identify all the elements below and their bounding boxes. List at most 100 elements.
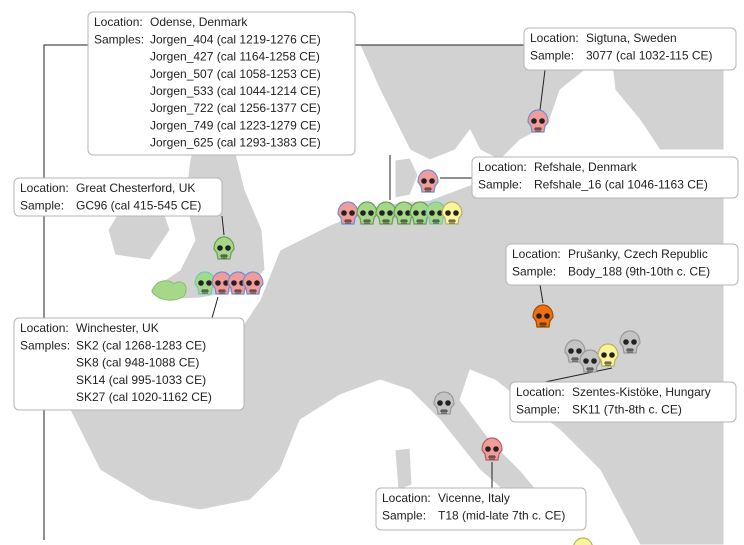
sample-entry: Refshale_16 (cal 1046-1163 CE) (534, 177, 708, 191)
skull-eye (445, 400, 451, 406)
callout: Location: Winchester, UK Samples: SK2 (cal … (13, 317, 245, 411)
callout-box (13, 177, 223, 217)
skull-icon (194, 271, 216, 295)
skull-teeth (234, 289, 242, 294)
skull-eye (437, 210, 443, 216)
location-label: Location: (20, 181, 69, 195)
callout: Location: Vicenne, Italy Sample: T18 (mid-l… (375, 487, 587, 531)
sample-entry: 3077 (cal 1032-115 CE) (586, 48, 713, 62)
callout: Location: Great Chesterford, UK Sample: GC9… (13, 177, 223, 217)
skull-icon (375, 201, 397, 225)
sample-entry: Jorgen_749 (cal 1223-1279 CE) (150, 118, 321, 132)
samples-label: Sample: (530, 48, 574, 62)
callout-box (523, 27, 737, 71)
callout-box (509, 381, 737, 423)
skull-eye (223, 280, 229, 286)
skull-eye (397, 210, 403, 216)
skull-icon (433, 391, 455, 415)
skull-eye (631, 339, 637, 345)
denmark (394, 157, 419, 199)
skull-teeth (218, 289, 226, 294)
skull-eye (368, 210, 374, 216)
skull-icon (619, 330, 641, 354)
skull-eye (536, 313, 542, 319)
callout-box (375, 487, 587, 531)
samples-label: Sample: (382, 508, 426, 522)
skull-eye (623, 339, 629, 345)
location-label: Location: (20, 321, 69, 335)
skull-icon (417, 169, 439, 193)
skull-eye (405, 210, 411, 216)
skull-teeth (344, 219, 352, 224)
skull-eye (453, 210, 459, 216)
leader-line (544, 367, 613, 383)
samples-label: Sample: (20, 198, 64, 212)
skull-eye (341, 210, 347, 216)
callout-box (471, 156, 739, 199)
skull-icon (337, 201, 359, 225)
skull-eye (379, 210, 385, 216)
skull-teeth (432, 219, 440, 224)
skull-teeth (626, 348, 634, 353)
skull-teeth (488, 455, 496, 460)
leader-line (539, 284, 544, 304)
callout-box (13, 317, 245, 411)
skull-icon (597, 343, 619, 367)
callout-box (87, 11, 356, 156)
skull-teeth (400, 219, 408, 224)
location-label: Location: (512, 247, 561, 261)
skull-eye (349, 210, 355, 216)
skull-icon (579, 349, 601, 373)
skull-teeth (440, 409, 448, 414)
location-label: Location: (382, 491, 431, 505)
sample-entry: Body_188 (9th-10th c. CE) (568, 264, 710, 278)
skull-teeth (604, 361, 612, 366)
skull-icon (441, 201, 463, 225)
skull-eye (493, 446, 499, 452)
skull-teeth (249, 289, 257, 294)
sample-entry: SK27 (cal 1020-1162 CE) (76, 390, 212, 404)
skull-eye (601, 352, 607, 358)
leader-lines (211, 69, 613, 488)
skull-teeth (201, 289, 209, 294)
skull-eye (217, 245, 223, 251)
skull-eye (485, 446, 491, 452)
skull-eye (583, 358, 589, 364)
location-name: Odense, Denmark (150, 15, 248, 29)
skull-eye (231, 280, 237, 286)
skull-eye (429, 178, 435, 184)
skull-eye (544, 313, 550, 319)
skull-eye (539, 118, 545, 124)
location-name: Great Chesterford, UK (76, 181, 195, 195)
callout: Location: Prušanky, Czech Republic Sample:… (505, 243, 739, 286)
skull-eye (445, 210, 451, 216)
location-name: Vicenne, Italy (438, 491, 510, 505)
skull-teeth (382, 219, 390, 224)
skull-icon (356, 201, 378, 225)
callout: Location: Refshale, Denmark Sample: Refshal… (471, 156, 739, 199)
location-label: Location: (530, 31, 579, 45)
skull-teeth (571, 357, 579, 362)
location-name: Prušanky, Czech Republic (568, 247, 708, 261)
leader-line (221, 215, 225, 236)
skull-eye (429, 210, 435, 216)
leader-line (539, 69, 546, 111)
samples-label: Sample: (516, 402, 560, 416)
skull-eye (576, 348, 582, 354)
location-name: Sigtuna, Sweden (586, 31, 677, 45)
location-label: Location: (478, 160, 527, 174)
callout: Location: Szentes-Kistöke, Hungary Sample:… (509, 381, 737, 423)
sample-entry: Jorgen_404 (cal 1219-1276 CE) (150, 32, 321, 46)
sample-entry: Jorgen_722 (cal 1256-1377 CE) (150, 101, 321, 115)
sample-entry: SK14 (cal 995-1033 CE) (76, 373, 206, 387)
skull-eye (206, 280, 212, 286)
callouts: Location: Odense, Denmark Samples: Jorgen_4… (13, 11, 739, 531)
location-name: Winchester, UK (76, 321, 159, 335)
skull-teeth (416, 219, 424, 224)
skull-head (573, 537, 593, 545)
skull-eye (254, 280, 260, 286)
scandinavia (359, 44, 601, 161)
skull-teeth (534, 127, 542, 132)
sample-entry: SK2 (cal 1268-1283 CE) (76, 338, 206, 352)
